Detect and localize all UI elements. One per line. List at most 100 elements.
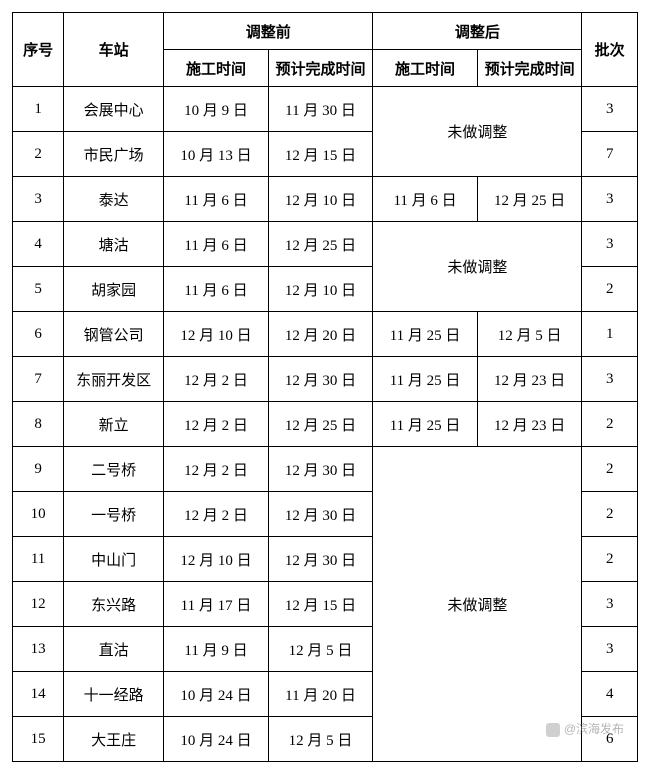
cell-bstart: 12 月 10 日	[164, 537, 269, 582]
table-row: 4 塘沽 11 月 6 日 12 月 25 日 未做调整 3	[13, 222, 638, 267]
cell-bend: 12 月 25 日	[268, 222, 373, 267]
cell-batch: 2	[582, 267, 638, 312]
schedule-table: 序号 车站 调整前 调整后 批次 施工时间 预计完成时间 施工时间 预计完成时间…	[12, 12, 638, 762]
cell-bstart: 11 月 9 日	[164, 627, 269, 672]
cell-seq: 5	[13, 267, 64, 312]
cell-aend: 12 月 25 日	[477, 177, 582, 222]
cell-batch: 2	[582, 537, 638, 582]
cell-seq: 1	[13, 87, 64, 132]
header-after-finish: 预计完成时间	[477, 50, 582, 87]
cell-seq: 9	[13, 447, 64, 492]
cell-bend: 11 月 30 日	[268, 87, 373, 132]
cell-station: 东兴路	[64, 582, 164, 627]
cell-batch: 2	[582, 447, 638, 492]
cell-station: 泰达	[64, 177, 164, 222]
cell-seq: 15	[13, 717, 64, 762]
cell-bend: 12 月 10 日	[268, 177, 373, 222]
cell-aend: 12 月 23 日	[477, 402, 582, 447]
header-before: 调整前	[164, 13, 373, 50]
cell-batch: 4	[582, 672, 638, 717]
cell-bend: 12 月 30 日	[268, 357, 373, 402]
cell-bstart: 11 月 6 日	[164, 222, 269, 267]
cell-bend: 12 月 25 日	[268, 402, 373, 447]
cell-bend: 12 月 20 日	[268, 312, 373, 357]
cell-station: 大王庄	[64, 717, 164, 762]
table-row: 7 东丽开发区 12 月 2 日 12 月 30 日 11 月 25 日 12 …	[13, 357, 638, 402]
cell-seq: 10	[13, 492, 64, 537]
cell-bstart: 10 月 9 日	[164, 87, 269, 132]
cell-batch: 3	[582, 87, 638, 132]
cell-batch: 2	[582, 402, 638, 447]
cell-bend: 12 月 5 日	[268, 717, 373, 762]
cell-astart: 11 月 6 日	[373, 177, 478, 222]
cell-nochange: 未做调整	[373, 222, 582, 312]
cell-bstart: 12 月 2 日	[164, 447, 269, 492]
cell-batch: 3	[582, 627, 638, 672]
cell-batch: 2	[582, 492, 638, 537]
cell-bstart: 10 月 24 日	[164, 672, 269, 717]
cell-bend: 12 月 5 日	[268, 627, 373, 672]
cell-station: 胡家园	[64, 267, 164, 312]
cell-station: 十一经路	[64, 672, 164, 717]
cell-station: 东丽开发区	[64, 357, 164, 402]
cell-bend: 12 月 15 日	[268, 132, 373, 177]
cell-station: 一号桥	[64, 492, 164, 537]
cell-station: 二号桥	[64, 447, 164, 492]
cell-station: 塘沽	[64, 222, 164, 267]
cell-aend: 12 月 5 日	[477, 312, 582, 357]
header-before-start: 施工时间	[164, 50, 269, 87]
cell-bend: 12 月 10 日	[268, 267, 373, 312]
cell-astart: 11 月 25 日	[373, 402, 478, 447]
cell-astart: 11 月 25 日	[373, 357, 478, 402]
cell-station: 新立	[64, 402, 164, 447]
cell-bend: 12 月 30 日	[268, 447, 373, 492]
cell-aend: 12 月 23 日	[477, 357, 582, 402]
cell-bend: 12 月 30 日	[268, 537, 373, 582]
cell-batch: 6	[582, 717, 638, 762]
cell-bstart: 12 月 10 日	[164, 312, 269, 357]
cell-bstart: 11 月 17 日	[164, 582, 269, 627]
cell-station: 直沽	[64, 627, 164, 672]
header-station: 车站	[64, 13, 164, 87]
table-row: 1 会展中心 10 月 9 日 11 月 30 日 未做调整 3	[13, 87, 638, 132]
cell-batch: 1	[582, 312, 638, 357]
cell-station: 会展中心	[64, 87, 164, 132]
table-row: 8 新立 12 月 2 日 12 月 25 日 11 月 25 日 12 月 2…	[13, 402, 638, 447]
cell-bstart: 12 月 2 日	[164, 402, 269, 447]
cell-bend: 12 月 30 日	[268, 492, 373, 537]
cell-bstart: 10 月 13 日	[164, 132, 269, 177]
cell-bstart: 11 月 6 日	[164, 177, 269, 222]
cell-bend: 12 月 15 日	[268, 582, 373, 627]
cell-batch: 3	[582, 357, 638, 402]
cell-seq: 14	[13, 672, 64, 717]
cell-batch: 3	[582, 582, 638, 627]
header-before-finish: 预计完成时间	[268, 50, 373, 87]
cell-bstart: 10 月 24 日	[164, 717, 269, 762]
table-row: 3 泰达 11 月 6 日 12 月 10 日 11 月 6 日 12 月 25…	[13, 177, 638, 222]
cell-nochange: 未做调整	[373, 87, 582, 177]
cell-station: 钢管公司	[64, 312, 164, 357]
table-row: 9 二号桥 12 月 2 日 12 月 30 日 未做调整 2	[13, 447, 638, 492]
cell-bend: 11 月 20 日	[268, 672, 373, 717]
cell-seq: 2	[13, 132, 64, 177]
table-row: 6 钢管公司 12 月 10 日 12 月 20 日 11 月 25 日 12 …	[13, 312, 638, 357]
cell-nochange: 未做调整	[373, 447, 582, 762]
header-after: 调整后	[373, 13, 582, 50]
cell-astart: 11 月 25 日	[373, 312, 478, 357]
cell-seq: 4	[13, 222, 64, 267]
cell-station: 中山门	[64, 537, 164, 582]
header-after-start: 施工时间	[373, 50, 478, 87]
cell-batch: 3	[582, 177, 638, 222]
cell-station: 市民广场	[64, 132, 164, 177]
cell-batch: 3	[582, 222, 638, 267]
cell-seq: 12	[13, 582, 64, 627]
cell-bstart: 12 月 2 日	[164, 357, 269, 402]
cell-seq: 11	[13, 537, 64, 582]
cell-bstart: 12 月 2 日	[164, 492, 269, 537]
cell-seq: 8	[13, 402, 64, 447]
header-seq: 序号	[13, 13, 64, 87]
cell-seq: 13	[13, 627, 64, 672]
cell-batch: 7	[582, 132, 638, 177]
header-batch: 批次	[582, 13, 638, 87]
cell-seq: 7	[13, 357, 64, 402]
